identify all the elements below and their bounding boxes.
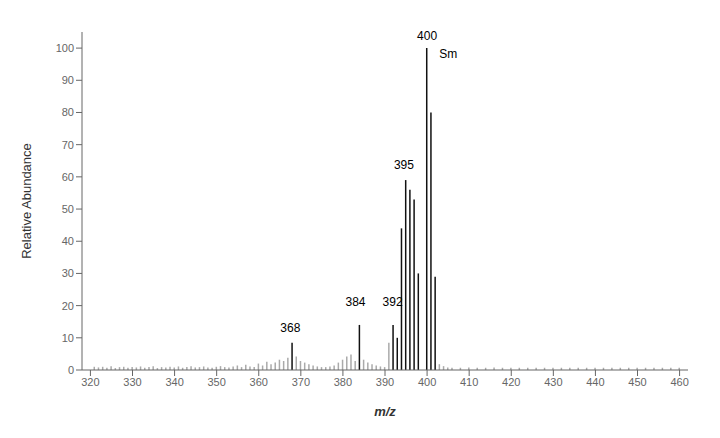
- svg-text:410: 410: [460, 376, 478, 388]
- svg-text:400: 400: [417, 29, 437, 43]
- svg-text:390: 390: [376, 376, 394, 388]
- svg-text:460: 460: [670, 376, 688, 388]
- svg-text:430: 430: [544, 376, 562, 388]
- svg-text:340: 340: [165, 376, 183, 388]
- svg-text:10: 10: [62, 332, 74, 344]
- svg-text:50: 50: [62, 203, 74, 215]
- svg-text:20: 20: [62, 300, 74, 312]
- svg-text:420: 420: [502, 376, 520, 388]
- svg-text:Relative Abundance: Relative Abundance: [19, 143, 34, 259]
- svg-text:400: 400: [418, 376, 436, 388]
- svg-text:360: 360: [250, 376, 268, 388]
- svg-text:60: 60: [62, 171, 74, 183]
- svg-text:80: 80: [62, 106, 74, 118]
- svg-text:0: 0: [68, 364, 74, 376]
- svg-text:368: 368: [280, 321, 300, 335]
- svg-text:320: 320: [81, 376, 99, 388]
- svg-text:450: 450: [628, 376, 646, 388]
- svg-text:370: 370: [292, 376, 310, 388]
- svg-text:380: 380: [334, 376, 352, 388]
- svg-text:40: 40: [62, 235, 74, 247]
- svg-text:330: 330: [123, 376, 141, 388]
- svg-text:395: 395: [394, 158, 414, 172]
- svg-text:440: 440: [586, 376, 604, 388]
- svg-text:90: 90: [62, 74, 74, 86]
- svg-text:30: 30: [62, 267, 74, 279]
- svg-text:100: 100: [56, 42, 74, 54]
- svg-text:392: 392: [383, 295, 403, 309]
- svg-text:m/z: m/z: [374, 404, 396, 419]
- svg-text:350: 350: [207, 376, 225, 388]
- svg-text:70: 70: [62, 139, 74, 151]
- svg-text:384: 384: [346, 295, 366, 309]
- svg-text:Sm: Sm: [439, 47, 457, 61]
